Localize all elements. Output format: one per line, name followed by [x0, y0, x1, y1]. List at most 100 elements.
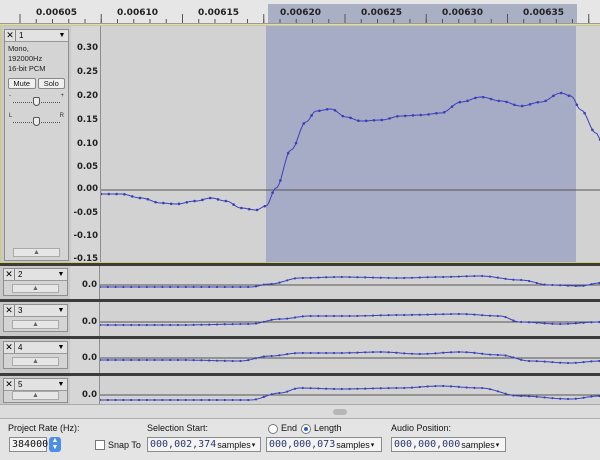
waveform-display[interactable] [100, 302, 600, 336]
sample-point [100, 358, 102, 362]
sample-point [100, 398, 102, 402]
sample-point [263, 204, 267, 208]
track-control-panel: ✕ 3 ▼ ▲ [3, 304, 68, 332]
pan-slider-knob[interactable] [33, 117, 40, 126]
collapse-track-button[interactable]: ▲ [12, 320, 59, 329]
chevron-down-icon[interactable]: ▼ [57, 344, 65, 351]
solo-button[interactable]: Solo [37, 78, 65, 89]
sample-point [364, 351, 367, 354]
sample-point [574, 322, 577, 325]
project-rate-stepper[interactable]: ▲ ▼ [49, 437, 61, 452]
snap-to-checkbox[interactable] [95, 440, 105, 450]
chevron-down-icon[interactable]: ▼ [57, 307, 65, 314]
collapse-track-button[interactable]: ▲ [12, 284, 59, 293]
ruler-tick: 0.15 [77, 115, 98, 125]
sample-point [488, 388, 492, 391]
waveform-display[interactable] [100, 266, 600, 299]
track-4[interactable]: ✕ 4 ▼ ▲ 0.0 [0, 339, 600, 373]
sample-point [552, 94, 555, 98]
close-track-button[interactable]: ✕ [4, 342, 15, 353]
sample-point [106, 358, 109, 362]
waveform-display[interactable] [100, 339, 600, 373]
sample-point [192, 285, 195, 289]
scrollbar-thumb[interactable] [333, 409, 347, 415]
track-control-panel: ✕ 4 ▼ ▲ [3, 341, 68, 369]
project-rate-field[interactable]: 384000 [9, 437, 48, 452]
sample-point [410, 386, 414, 389]
sample-point [100, 323, 102, 327]
collapse-track-button[interactable]: ▲ [12, 391, 59, 400]
sample-point [551, 397, 554, 400]
close-track-button[interactable]: ✕ [4, 379, 15, 390]
sample-point [465, 351, 468, 354]
sample-point [583, 111, 586, 115]
sample-point [201, 198, 204, 202]
sample-point [450, 105, 454, 108]
sample-point [176, 323, 180, 327]
track-1[interactable]: ✕ 1 ▼ Mono, 192000Hz 16-bit PCM Mute Sol… [0, 25, 600, 264]
audio-position-value: 000,000,000 [394, 439, 461, 450]
sample-point [434, 313, 437, 316]
sample-point [465, 386, 468, 389]
track-name-button[interactable]: 4 [18, 343, 23, 352]
gain-slider[interactable]: - + [9, 93, 64, 111]
sample-point [449, 275, 453, 278]
sample-point [223, 359, 226, 362]
horizontal-scrollbar[interactable] [0, 404, 600, 418]
sample-point [145, 398, 148, 402]
track-name-button[interactable]: 3 [18, 306, 23, 315]
sample-point [216, 198, 220, 201]
sample-point [169, 358, 172, 362]
pan-slider[interactable]: L R [9, 113, 64, 131]
chevron-down-icon[interactable]: ▾ [370, 441, 375, 449]
collapse-track-button[interactable]: ▲ [12, 357, 59, 366]
track-2[interactable]: ✕ 2 ▼ ▲ 0.0 [0, 266, 600, 299]
sample-point [106, 323, 109, 327]
sample-point [356, 351, 359, 354]
sample-point [255, 208, 259, 212]
chevron-down-icon[interactable]: ▼ [58, 32, 66, 39]
length-radio[interactable] [301, 424, 311, 434]
gain-slider-knob[interactable] [33, 97, 40, 106]
mute-button[interactable]: Mute [8, 78, 36, 89]
sample-point [161, 398, 164, 402]
track-3[interactable]: ✕ 3 ▼ ▲ 0.0 [0, 302, 600, 336]
sample-point [176, 285, 180, 289]
length-field[interactable]: 000,000,073 samples ▾ [266, 437, 382, 452]
sample-point [527, 321, 531, 324]
sample-point [481, 314, 484, 317]
audio-position-field[interactable]: 000,000,000 samples ▾ [391, 437, 506, 452]
track-name-button[interactable]: 5 [18, 380, 23, 389]
chevron-down-icon[interactable]: ▼ [57, 381, 65, 388]
timeline-ruler[interactable]: 0.00605 0.00610 0.00615 0.00620 0.00625 … [0, 0, 600, 24]
sample-point [200, 398, 203, 402]
selection-start-unit: samples [217, 439, 251, 450]
sample-point [161, 323, 164, 327]
track-5[interactable]: ✕ 5 ▼ ▲ 0.0 [0, 376, 600, 404]
track-name-button[interactable]: 2 [18, 270, 23, 279]
waveform-display[interactable] [101, 26, 600, 262]
sample-point [286, 353, 289, 356]
sample-point [278, 281, 281, 284]
collapse-track-button[interactable]: ▲ [13, 248, 60, 257]
sample-point [325, 108, 329, 111]
sample-point [520, 104, 524, 108]
sample-point [317, 387, 320, 390]
chevron-down-icon[interactable]: ▾ [495, 441, 500, 449]
end-radio[interactable] [268, 424, 278, 434]
sample-point [434, 275, 437, 279]
waveform-display[interactable] [100, 376, 600, 404]
close-track-button[interactable]: ✕ [5, 30, 16, 41]
track-divider [0, 336, 600, 339]
sample-point [512, 356, 515, 359]
chevron-down-icon[interactable]: ▼ [57, 271, 65, 278]
chevron-down-icon[interactable]: ▾ [251, 441, 256, 449]
sample-point [427, 113, 430, 116]
sample-point [426, 313, 429, 316]
sample-point [162, 201, 165, 205]
close-track-button[interactable]: ✕ [4, 305, 15, 316]
selection-start-field[interactable]: 000,002,374 samples ▾ [147, 437, 261, 452]
sample-point [574, 397, 577, 400]
track-name-button[interactable]: 1 [19, 31, 24, 40]
close-track-button[interactable]: ✕ [4, 269, 15, 280]
